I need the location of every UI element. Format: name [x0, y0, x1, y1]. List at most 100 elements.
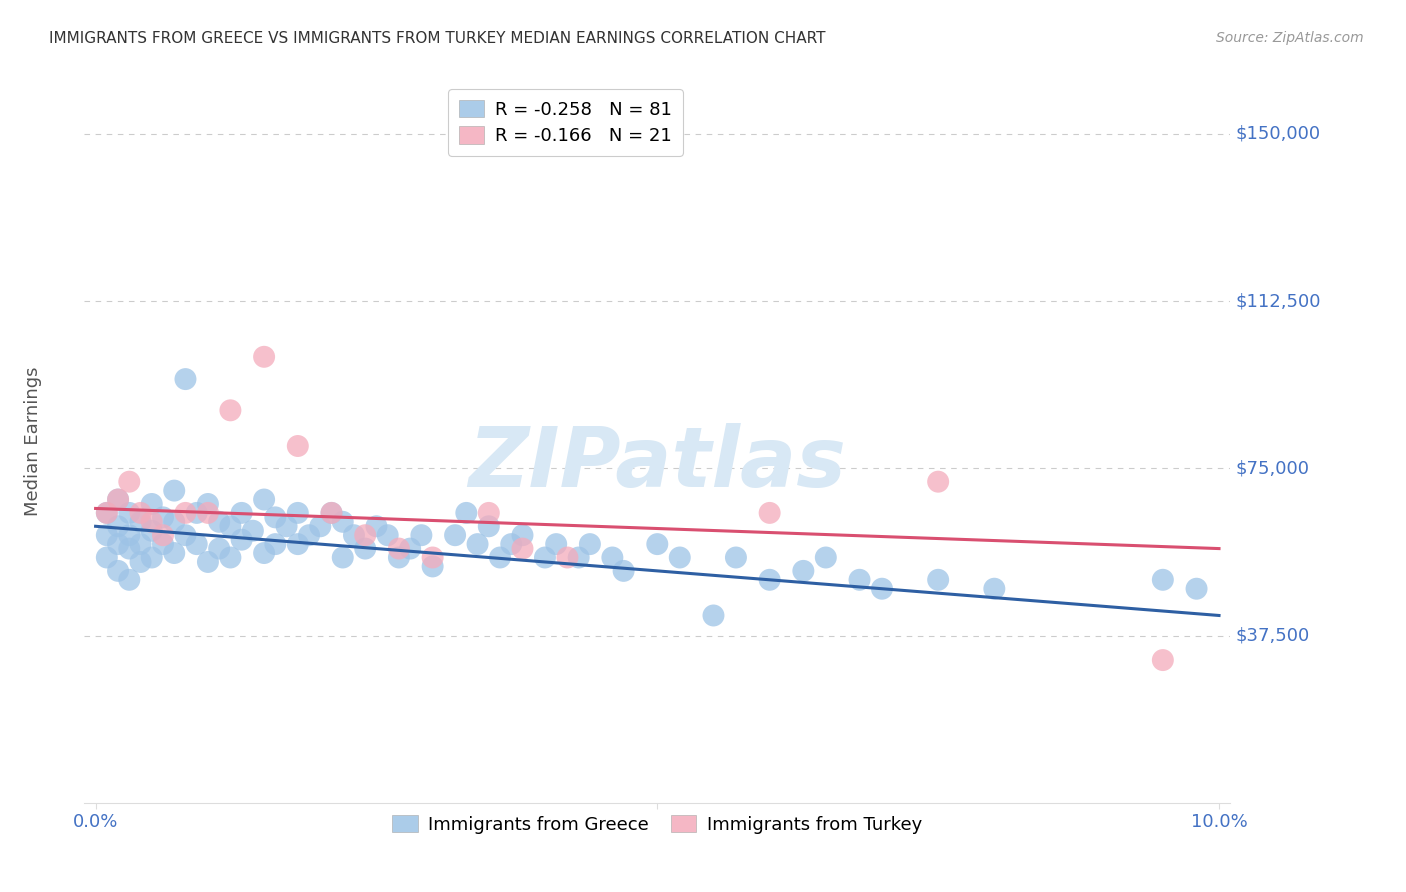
Point — [219, 403, 242, 417]
Text: $75,000: $75,000 — [1236, 459, 1310, 477]
Point — [512, 528, 534, 542]
Point — [343, 528, 366, 542]
Point — [186, 506, 208, 520]
Point — [1152, 653, 1174, 667]
Point — [253, 492, 276, 507]
Point — [163, 483, 186, 498]
Text: $150,000: $150,000 — [1236, 125, 1322, 143]
Point — [118, 528, 141, 542]
Text: Source: ZipAtlas.com: Source: ZipAtlas.com — [1216, 31, 1364, 45]
Point — [321, 506, 343, 520]
Point — [814, 550, 837, 565]
Point — [141, 515, 163, 529]
Point — [118, 541, 141, 556]
Point — [568, 550, 591, 565]
Point — [186, 537, 208, 551]
Point — [152, 510, 174, 524]
Point — [118, 475, 141, 489]
Point — [546, 537, 568, 551]
Point — [668, 550, 690, 565]
Point — [208, 541, 231, 556]
Point — [489, 550, 512, 565]
Point — [557, 550, 579, 565]
Point — [1185, 582, 1208, 596]
Point — [354, 528, 377, 542]
Point — [724, 550, 747, 565]
Point — [411, 528, 433, 542]
Text: IMMIGRANTS FROM GREECE VS IMMIGRANTS FROM TURKEY MEDIAN EARNINGS CORRELATION CHA: IMMIGRANTS FROM GREECE VS IMMIGRANTS FRO… — [49, 31, 825, 46]
Point — [645, 537, 669, 551]
Point — [366, 519, 388, 533]
Point — [298, 528, 321, 542]
Point — [321, 506, 343, 520]
Legend: Immigrants from Greece, Immigrants from Turkey: Immigrants from Greece, Immigrants from … — [381, 804, 934, 845]
Point — [758, 506, 780, 520]
Point — [287, 506, 309, 520]
Text: ZIPatlas: ZIPatlas — [468, 423, 846, 504]
Point — [848, 573, 870, 587]
Point — [107, 537, 129, 551]
Point — [231, 506, 253, 520]
Point — [422, 550, 444, 565]
Point — [129, 506, 152, 520]
Point — [197, 555, 219, 569]
Text: Median Earnings: Median Earnings — [24, 367, 42, 516]
Point — [456, 506, 478, 520]
Point — [264, 510, 287, 524]
Point — [231, 533, 253, 547]
Point — [129, 555, 152, 569]
Point — [927, 573, 949, 587]
Point — [118, 506, 141, 520]
Point — [332, 515, 354, 529]
Point — [602, 550, 624, 565]
Point — [501, 537, 523, 551]
Point — [354, 541, 377, 556]
Point — [309, 519, 332, 533]
Point — [264, 537, 287, 551]
Point — [152, 537, 174, 551]
Point — [792, 564, 814, 578]
Point — [388, 550, 411, 565]
Point — [1152, 573, 1174, 587]
Point — [467, 537, 489, 551]
Point — [208, 515, 231, 529]
Point — [253, 350, 276, 364]
Point — [870, 582, 893, 596]
Point — [219, 519, 242, 533]
Point — [163, 515, 186, 529]
Point — [422, 559, 444, 574]
Point — [478, 506, 501, 520]
Point — [478, 519, 501, 533]
Point — [107, 492, 129, 507]
Text: $112,500: $112,500 — [1236, 292, 1322, 310]
Point — [276, 519, 298, 533]
Point — [96, 506, 118, 520]
Point — [118, 573, 141, 587]
Point — [152, 528, 174, 542]
Point — [141, 550, 163, 565]
Point — [534, 550, 557, 565]
Point — [129, 515, 152, 529]
Point — [197, 506, 219, 520]
Point — [107, 564, 129, 578]
Point — [129, 537, 152, 551]
Point — [197, 497, 219, 511]
Text: $37,500: $37,500 — [1236, 626, 1310, 645]
Point — [579, 537, 602, 551]
Point — [287, 439, 309, 453]
Point — [174, 506, 197, 520]
Point — [512, 541, 534, 556]
Point — [332, 550, 354, 565]
Point — [242, 524, 264, 538]
Point — [96, 528, 118, 542]
Point — [96, 506, 118, 520]
Point — [107, 492, 129, 507]
Point — [107, 519, 129, 533]
Point — [163, 546, 186, 560]
Point — [613, 564, 636, 578]
Point — [927, 475, 949, 489]
Point — [758, 573, 780, 587]
Point — [377, 528, 399, 542]
Point — [96, 550, 118, 565]
Point — [388, 541, 411, 556]
